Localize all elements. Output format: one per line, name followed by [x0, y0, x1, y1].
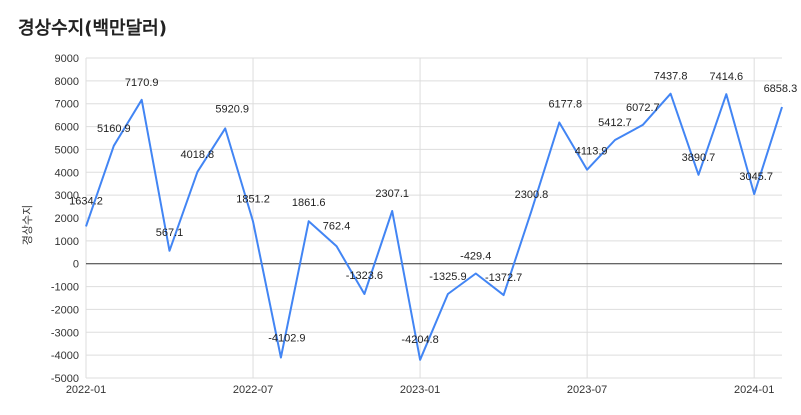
x-tick-label: 2022-07	[233, 384, 273, 396]
x-tick-label: 2023-01	[400, 384, 440, 396]
y-tick-label: 0	[73, 259, 79, 271]
y-axis-label: 경상수지	[21, 205, 34, 245]
data-label: 7437.8	[654, 71, 688, 83]
data-label: 3045.7	[739, 171, 773, 183]
y-tick-label: 2000	[55, 213, 79, 225]
data-label: 2307.1	[375, 188, 409, 200]
y-tick-label: 3000	[55, 190, 79, 202]
data-label: 4113.9	[575, 146, 608, 158]
y-tick-label: 8000	[55, 76, 79, 88]
data-label: 6858.3	[764, 83, 798, 95]
data-label: 567.1	[156, 227, 184, 239]
data-label: 3890.7	[682, 152, 716, 164]
y-tick-label: -2000	[51, 304, 79, 316]
data-label: 2300.8	[515, 189, 549, 201]
data-label-layer: 1634.2 5160.9 7170.9 567.1 4018.8 5920.9 1851.…	[69, 71, 797, 346]
x-tick-label: 2022-01	[66, 384, 106, 396]
x-tick-label: 2023-07	[567, 384, 607, 396]
y-tick-label: 1000	[55, 236, 79, 248]
grid-layer	[85, 57, 782, 379]
y-tick-label: 7000	[55, 99, 79, 111]
x-tick-label: 2024-01	[734, 384, 774, 396]
data-label: -1325.9	[429, 271, 466, 283]
data-label: 1861.6	[292, 197, 326, 209]
data-label: 5920.9	[215, 103, 249, 115]
y-tick-label: -4000	[51, 350, 79, 362]
data-label: -429.4	[460, 251, 491, 263]
y-tick-label: -1000	[51, 282, 79, 294]
data-label: -4102.9	[268, 332, 305, 344]
data-label: 7170.9	[125, 77, 159, 89]
series-layer	[85, 92, 783, 361]
y-tick-label: -3000	[51, 327, 79, 339]
data-label: 4018.8	[181, 149, 215, 161]
data-label: -4204.8	[401, 334, 438, 346]
data-label: 6177.8	[548, 99, 582, 111]
y-tick-label: -5000	[51, 373, 79, 385]
y-tick-label: 4000	[55, 167, 79, 179]
y-tick-label: 6000	[55, 122, 79, 134]
data-label: 1851.2	[236, 193, 270, 205]
data-label: -1323.6	[346, 270, 383, 282]
data-label: 6072.7	[626, 102, 660, 114]
data-label: 5160.9	[97, 123, 131, 135]
y-tick-label: 5000	[55, 144, 79, 156]
chart-title: 경상수지(백만달러)	[18, 18, 167, 39]
y-tick-label: 9000	[55, 53, 79, 65]
data-label: 762.4	[323, 220, 351, 232]
data-label: 5412.7	[598, 117, 632, 129]
axis-layer: 9000 8000 7000 6000 5000 4000 3000 2000 1000 0 -10…	[51, 53, 782, 396]
data-label: 7414.6	[709, 71, 743, 83]
series-line	[85, 92, 783, 361]
data-label: 1634.2	[69, 195, 103, 207]
data-label: -1372.7	[485, 272, 522, 284]
